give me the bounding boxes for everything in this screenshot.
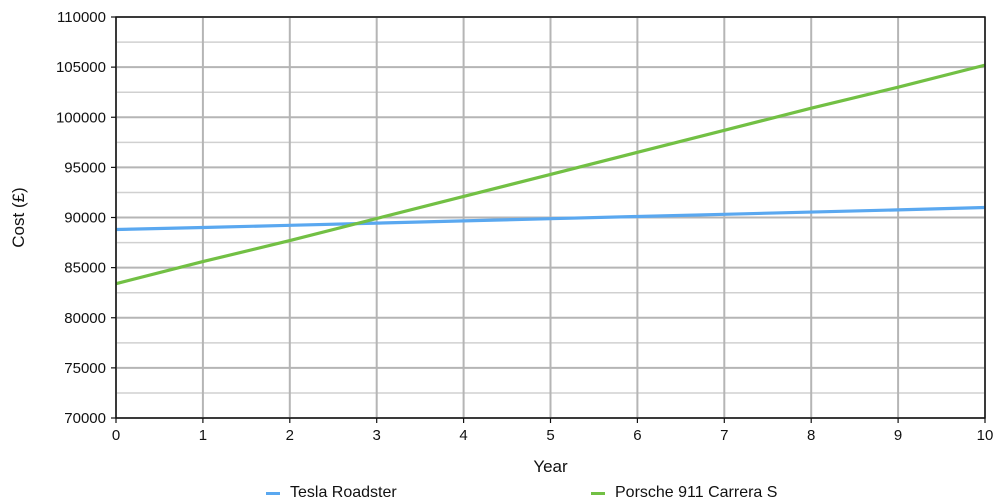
y-axis-title: Cost (£) (9, 187, 28, 247)
plot-frame (115, 16, 986, 419)
x-axis-ticks: 0 1 2 3 4 5 6 7 8 9 10 (112, 418, 994, 444)
legend-label-tesla-roadster: Tesla Roadster (290, 484, 397, 501)
y-tick-label: 80000 (64, 310, 106, 327)
y-tick-label: 90000 (64, 210, 106, 227)
y-axis-ticks: 70000 75000 80000 85000 90000 95000 100000 1050… (56, 9, 116, 427)
legend-item-tesla-roadster: Tesla Roadster (266, 484, 397, 502)
x-tick-label: 2 (286, 427, 294, 444)
x-tick-label: 6 (633, 427, 641, 444)
y-tick-label: 85000 (64, 260, 106, 277)
x-tick-label: 8 (807, 427, 815, 444)
legend-label-porsche-911-carrera-s: Porsche 911 Carrera S (615, 484, 778, 501)
x-tick-label: 9 (894, 427, 902, 444)
legend-swatch-porsche-911-carrera-s (591, 491, 605, 495)
legend: Tesla Roadster Porsche 911 Carrera S (0, 484, 994, 502)
x-tick-label: 3 (373, 427, 381, 444)
x-tick-label: 10 (977, 427, 994, 444)
x-tick-label: 0 (112, 427, 120, 444)
series-line-tesla-roadster (115, 205, 986, 232)
series-lines (115, 63, 986, 286)
x-tick-label: 7 (720, 427, 728, 444)
y-tick-label: 70000 (64, 410, 106, 427)
y-tick-label: 110000 (57, 9, 106, 26)
x-tick-label: 5 (546, 427, 554, 444)
legend-item-porsche-911-carrera-s: Porsche 911 Carrera S (591, 484, 777, 502)
legend-swatch-tesla-roadster (266, 491, 280, 495)
x-tick-label: 1 (199, 427, 207, 444)
series-line-porsche-911-carrera-s (115, 63, 986, 286)
y-tick-label: 100000 (56, 109, 106, 126)
x-tick-label: 4 (459, 427, 467, 444)
line-chart: 7000075000800008500090000950001000001050… (9, 9, 994, 476)
y-tick-label: 75000 (64, 360, 106, 377)
x-axis-title: Year (533, 457, 568, 476)
y-tick-label: 105000 (56, 59, 106, 76)
y-tick-label: 95000 (64, 159, 106, 176)
